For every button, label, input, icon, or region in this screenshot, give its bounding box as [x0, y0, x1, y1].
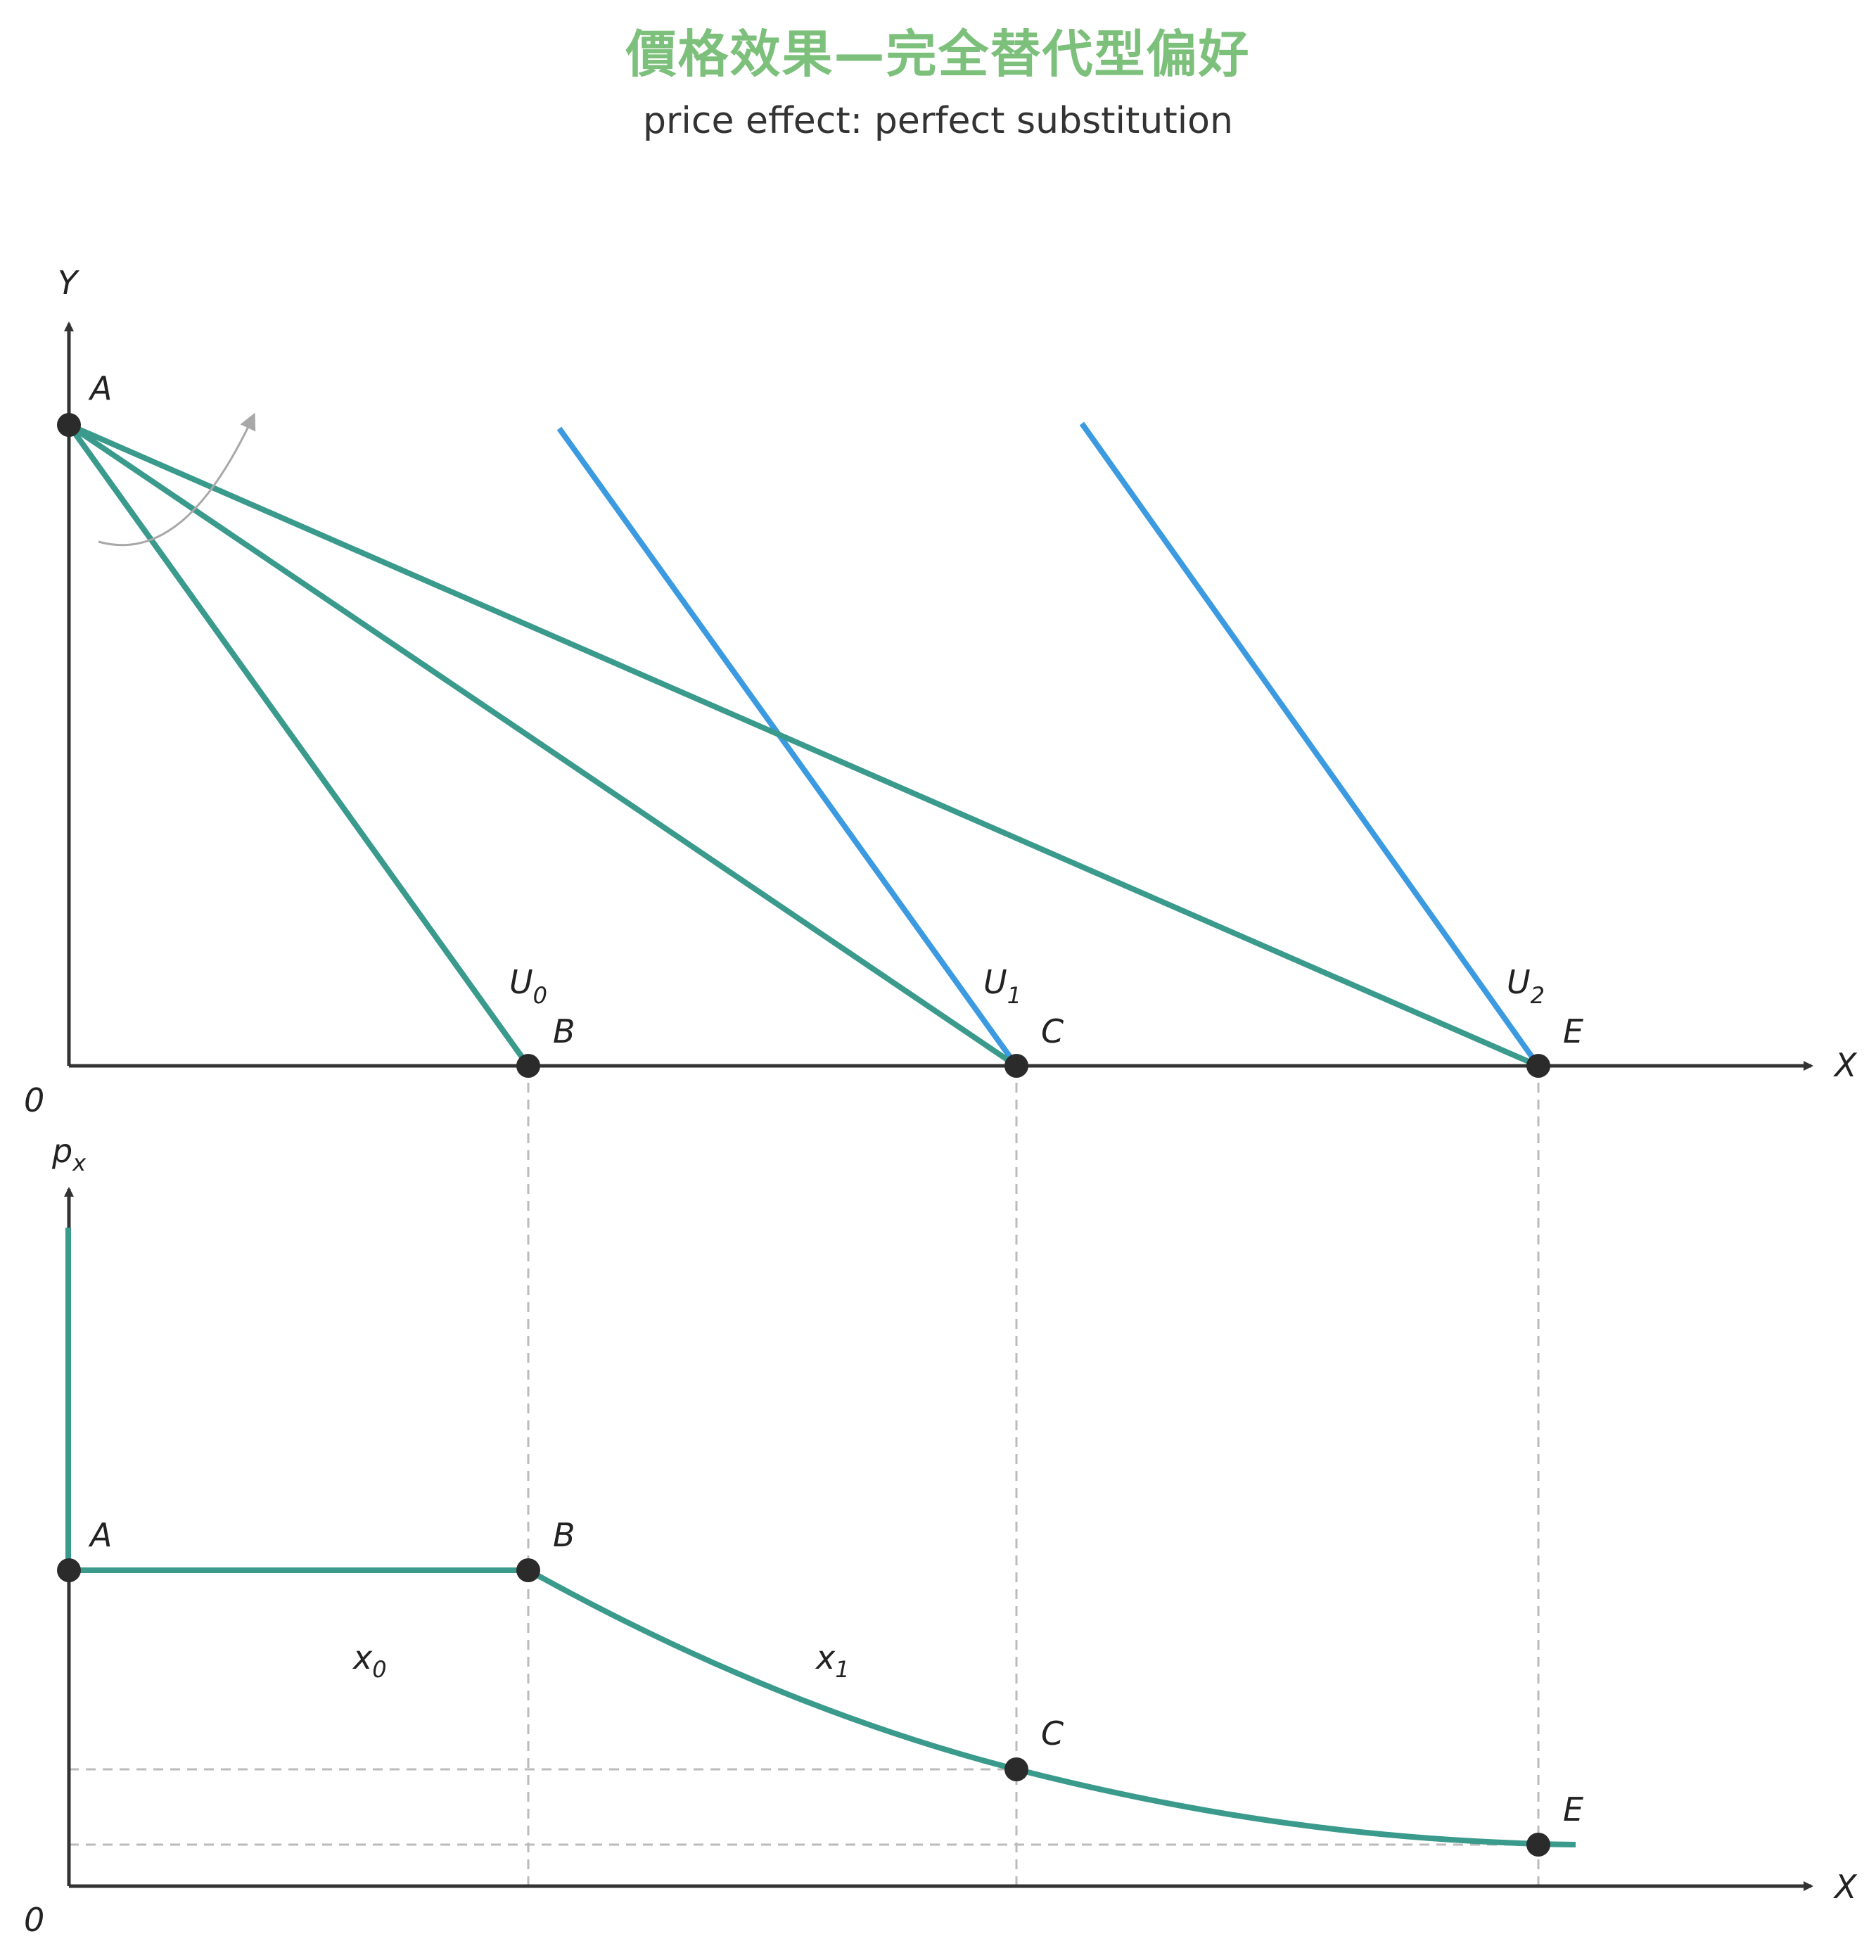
bottom-point-e [1526, 1833, 1550, 1857]
top-point-a-label: A [88, 369, 112, 407]
bottom-point-c-label: C [1041, 1714, 1064, 1752]
bottom-origin-label: 0 [24, 1901, 44, 1939]
diagram-subtitle: price effect: perfect substitution [643, 100, 1233, 142]
top-point-e-label: E [1563, 1012, 1583, 1050]
segment-label-x0: x0 [352, 1638, 387, 1683]
top-x-axis-label: X [1833, 1046, 1858, 1084]
diagram-title: 價格效果—完全替代型偏好 [625, 25, 1251, 84]
demand-curve [65, 1228, 1576, 1847]
budget-line-ac [67, 422, 1019, 1069]
bottom-x-axis-label: X [1833, 1868, 1858, 1906]
bottom-y-axis-label: px [51, 1132, 87, 1176]
top-point-e [1526, 1054, 1550, 1078]
top-y-axis-label: Y [58, 264, 80, 302]
indifference-label-u1: U1 [983, 963, 1021, 1009]
bottom-point-b [516, 1558, 540, 1582]
top-panel: Y X 0 A B C E U0 U1 U2 [24, 264, 1858, 1886]
bottom-panel: px X 0 A B C E x0 x1 [24, 1132, 1858, 1939]
rotation-arrow-icon [98, 412, 256, 547]
indifference-curve-u2 [1079, 421, 1541, 1068]
bottom-point-b-label: B [553, 1516, 575, 1554]
top-point-b-label: B [553, 1012, 575, 1050]
budget-line-ab [66, 423, 531, 1068]
indifference-curve-u1 [556, 426, 1019, 1068]
top-origin-label: 0 [24, 1081, 44, 1119]
bottom-point-a [57, 1558, 81, 1582]
top-point-c-label: C [1041, 1012, 1064, 1050]
segment-label-x1: x1 [815, 1638, 850, 1683]
indifference-label-u0: U0 [509, 963, 547, 1009]
bottom-point-a-label: A [88, 1516, 112, 1554]
top-point-b [516, 1054, 540, 1078]
top-point-c [1004, 1054, 1028, 1078]
top-point-a [57, 413, 81, 437]
budget-line-ae [68, 422, 1540, 1069]
bottom-point-e-label: E [1563, 1790, 1583, 1828]
indifference-label-u2: U2 [1507, 963, 1545, 1009]
bottom-point-c [1004, 1757, 1028, 1781]
